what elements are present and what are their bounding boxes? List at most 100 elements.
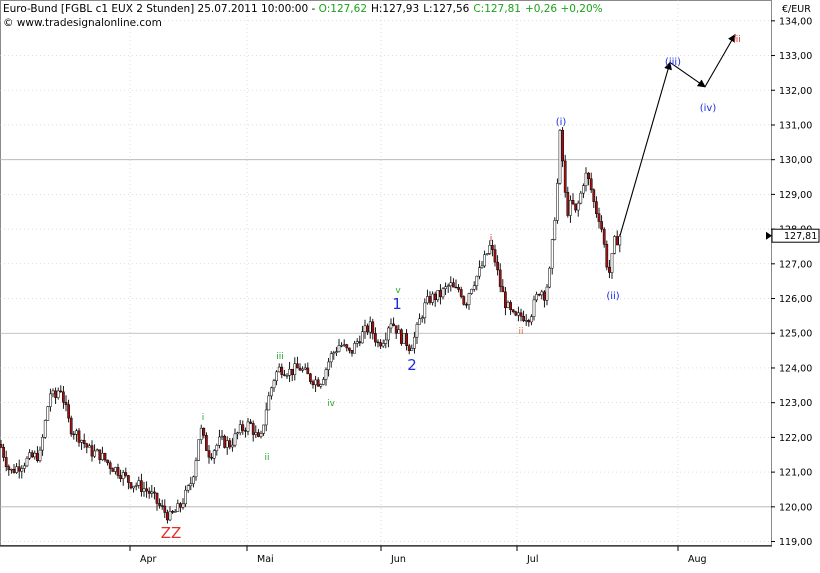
candle: [49, 388, 52, 412]
candle-body: [309, 373, 312, 382]
candle: [137, 476, 141, 489]
candle: [480, 261, 484, 269]
candle-body: [332, 352, 336, 355]
candle-body: [293, 363, 297, 375]
candle: [202, 427, 206, 439]
candle-body: [33, 452, 37, 458]
candle-body: [387, 327, 390, 341]
candle: [423, 298, 427, 324]
candle: [238, 420, 242, 436]
candle: [376, 339, 380, 348]
chart-header: Euro-Bund [FGBL c1 EUX 2 Stunden] 25.07.…: [3, 3, 603, 29]
candle: [290, 368, 294, 382]
candle-body: [374, 333, 377, 343]
candle: [264, 402, 268, 432]
candle-body: [225, 440, 229, 448]
candle-body: [168, 511, 172, 521]
candle-body: [275, 371, 278, 381]
candle-body: [524, 320, 528, 322]
candle-body: [238, 424, 242, 433]
candle: [7, 464, 11, 476]
candle: [132, 485, 135, 493]
header-high: H:127,93: [371, 3, 419, 15]
candle: [194, 457, 198, 481]
candle: [54, 387, 57, 404]
y-tick-label: 133,00: [779, 51, 812, 62]
candle: [319, 383, 323, 389]
candle: [90, 440, 94, 462]
candle-body: [478, 267, 481, 277]
candle-body: [543, 291, 546, 301]
candle: [155, 492, 159, 511]
candle: [114, 466, 117, 475]
projection-arrow: [704, 33, 736, 88]
candle: [69, 415, 73, 437]
candle-body: [142, 488, 146, 492]
candle: [163, 499, 167, 519]
candle: [267, 391, 271, 411]
candle-body: [93, 450, 96, 457]
candle: [379, 339, 382, 349]
candle-body: [493, 249, 497, 263]
candle-body: [251, 423, 255, 435]
candle: [251, 420, 255, 442]
plot-frame: [0, 0, 772, 546]
candle: [537, 293, 541, 297]
candle: [306, 362, 310, 375]
candle: [322, 376, 325, 386]
candle: [116, 463, 120, 479]
candle: [166, 509, 169, 524]
candle-body: [433, 293, 437, 301]
candle-body: [147, 490, 151, 494]
candle: [124, 467, 128, 478]
candle-body: [134, 485, 138, 487]
candle: [59, 385, 63, 393]
candle-body: [80, 440, 83, 443]
wave-label-red-i: i: [490, 234, 493, 244]
candle-body: [540, 291, 544, 296]
candle: [270, 386, 273, 400]
candle-body: [392, 323, 395, 326]
candle: [158, 498, 161, 509]
y-tick-label: 120,00: [779, 502, 812, 513]
candle-body: [571, 200, 575, 205]
candle: [51, 388, 55, 398]
candle: [345, 343, 349, 352]
candle: [246, 417, 250, 436]
candle: [574, 203, 577, 213]
candle: [384, 332, 388, 349]
candle-body: [550, 239, 554, 269]
candle: [558, 128, 562, 185]
candle-body: [527, 320, 531, 323]
candle-body: [535, 294, 538, 301]
candle: [147, 487, 151, 499]
candle: [522, 310, 525, 323]
candle-body: [59, 390, 63, 393]
candle-body: [587, 172, 590, 179]
candle-body: [509, 302, 512, 311]
candle-body: [511, 309, 515, 313]
candle-body: [584, 172, 588, 186]
candle: [407, 343, 411, 355]
candle-body: [407, 345, 411, 351]
candle: [540, 289, 544, 300]
x-tick-label: Jun: [390, 554, 406, 565]
last-price-label: 127,81: [784, 231, 817, 242]
candle-body: [179, 503, 182, 508]
candle-body: [127, 475, 130, 483]
candle-body: [111, 468, 115, 472]
candle: [405, 329, 408, 351]
candle-body: [488, 245, 492, 254]
candle: [142, 481, 146, 497]
candle: [610, 253, 614, 279]
candle: [275, 370, 278, 386]
candle-body: [246, 421, 250, 432]
candle-body: [199, 427, 203, 440]
y-tick-label: 124,00: [779, 363, 812, 374]
candle: [387, 326, 390, 348]
candle: [436, 290, 440, 303]
candle-body: [210, 456, 213, 459]
candle: [30, 450, 34, 459]
candle-body: [202, 427, 206, 436]
